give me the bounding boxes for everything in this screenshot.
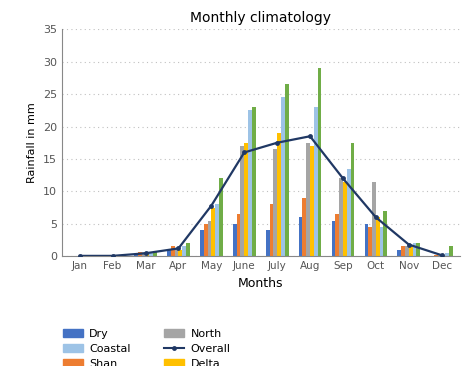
Bar (120, 255, 124, 256)
Overall (143, 251, 148, 255)
Overall (77, 254, 82, 258)
Bar (215, 204, 219, 256)
Bar (182, 246, 186, 256)
Bar (409, 246, 412, 256)
Bar (208, 221, 211, 256)
Overall (274, 141, 280, 145)
Bar (383, 211, 387, 256)
Y-axis label: Rainfall in mm: Rainfall in mm (27, 102, 37, 183)
Bar (200, 230, 204, 256)
Title: Monthly climatology: Monthly climatology (190, 11, 331, 25)
Bar (142, 252, 146, 256)
Bar (219, 178, 223, 256)
Bar (109, 255, 113, 256)
Bar (401, 246, 405, 256)
Bar (446, 253, 449, 256)
Bar (87, 255, 91, 256)
Bar (412, 243, 416, 256)
Overall (110, 254, 116, 258)
Bar (153, 251, 157, 256)
Overall (175, 246, 181, 251)
Bar (204, 224, 208, 256)
Bar (318, 68, 321, 256)
Overall (209, 203, 214, 208)
Bar (105, 255, 109, 256)
Overall (406, 242, 411, 247)
Bar (244, 143, 248, 256)
Bar (240, 146, 244, 256)
Bar (171, 246, 174, 256)
Overall (340, 176, 346, 180)
Bar (442, 255, 446, 256)
Bar (146, 253, 149, 256)
Legend: Dry, Coastal, Shan, South, North, Overall, Delta, : Dry, Coastal, Shan, South, North, Overal… (59, 325, 234, 366)
Bar (178, 250, 182, 256)
Bar (372, 182, 376, 256)
Overall (373, 215, 379, 220)
Bar (430, 255, 434, 256)
Bar (365, 224, 368, 256)
Bar (266, 230, 270, 256)
Bar (438, 254, 442, 256)
Overall (307, 134, 313, 138)
Bar (336, 214, 339, 256)
Bar (281, 97, 285, 256)
Bar (237, 214, 240, 256)
Bar (380, 227, 383, 256)
Bar (314, 107, 318, 256)
Bar (332, 221, 336, 256)
Bar (405, 246, 409, 256)
Overall (439, 253, 445, 257)
Bar (285, 85, 289, 256)
Bar (134, 254, 138, 256)
Bar (113, 255, 117, 256)
Bar (277, 133, 281, 256)
Bar (376, 217, 380, 256)
Bar (211, 208, 215, 256)
Bar (186, 243, 190, 256)
Bar (310, 146, 314, 256)
Bar (368, 227, 372, 256)
Bar (351, 143, 355, 256)
Bar (302, 198, 306, 256)
Overall (241, 150, 247, 155)
Bar (138, 252, 142, 256)
Bar (449, 246, 453, 256)
Bar (149, 253, 153, 256)
Line: Overall: Overall (77, 134, 444, 258)
Bar (233, 224, 237, 256)
Bar (273, 149, 277, 256)
Bar (397, 250, 401, 256)
Bar (248, 110, 252, 256)
X-axis label: Months: Months (238, 277, 283, 290)
Bar (339, 178, 343, 256)
Bar (416, 243, 420, 256)
Bar (252, 107, 255, 256)
Bar (306, 143, 310, 256)
Bar (343, 182, 347, 256)
Bar (270, 204, 273, 256)
Bar (347, 169, 351, 256)
Bar (117, 255, 120, 256)
Bar (434, 255, 438, 256)
Bar (299, 217, 302, 256)
Bar (174, 250, 178, 256)
Bar (167, 250, 171, 256)
